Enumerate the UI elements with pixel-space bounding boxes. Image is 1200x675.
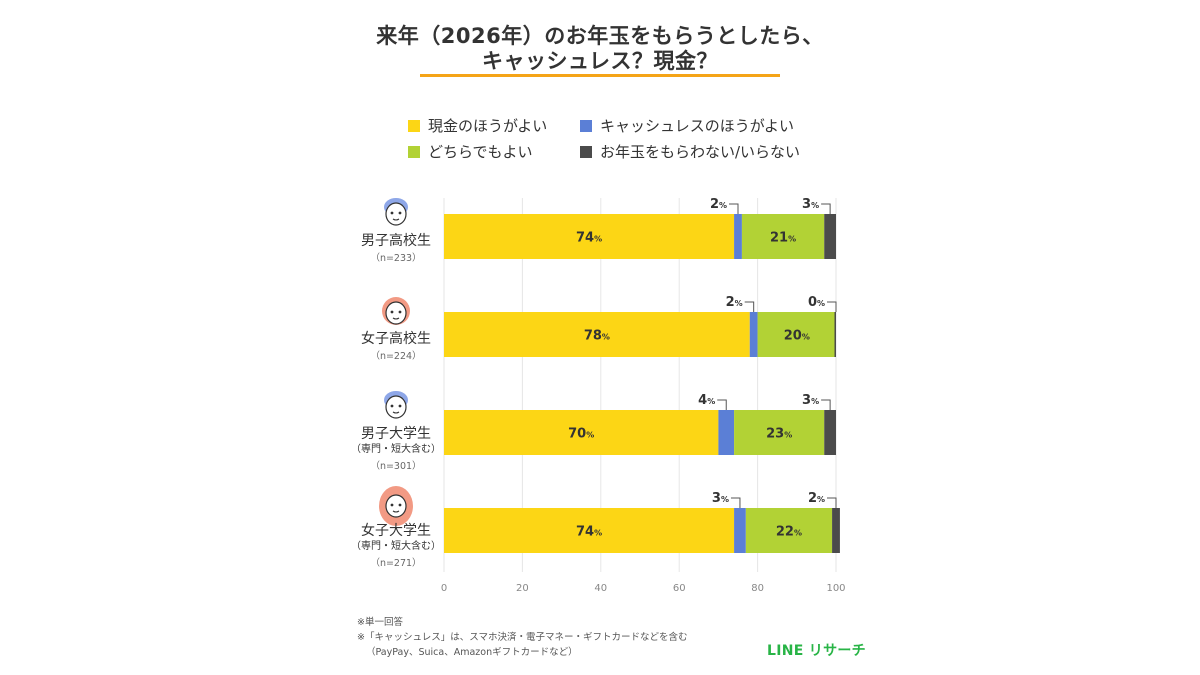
- legend-label: お年玉をもらわない/いらない: [600, 143, 801, 161]
- brand-logo: LINE リサーチ: [767, 643, 866, 659]
- legend-label: キャッシュレスのほうがよい: [600, 117, 794, 135]
- bar-segment: [444, 410, 719, 455]
- category-sample-size: （n=224）: [370, 350, 421, 362]
- bar-segment: [741, 214, 825, 259]
- data-label-cash: 78%: [584, 329, 610, 344]
- data-label-cash: 70%: [568, 427, 594, 442]
- boy-icon: [384, 198, 408, 226]
- bar-segment: [745, 508, 833, 553]
- x-tick-label: 20: [516, 583, 529, 594]
- bar-segment: [832, 508, 840, 553]
- bar-segment-zero: [834, 312, 836, 357]
- category-label: 女子高校生: [361, 330, 431, 347]
- category-sample-size: （n=301）: [370, 460, 421, 472]
- x-tick-label: 100: [826, 583, 845, 594]
- data-label-either: 22%: [776, 525, 802, 540]
- girl-icon: [382, 297, 410, 325]
- data-label-cashless: 3%: [712, 491, 729, 506]
- chart-title-line1: 来年（2026年）のお年玉をもらうとしたら、: [376, 24, 824, 48]
- data-label-cashless: 2%: [726, 295, 743, 310]
- callout-line-none: [827, 497, 837, 508]
- callout-line-cashless: [744, 301, 755, 312]
- callout-line-none: [821, 203, 831, 214]
- data-label-none: 2%: [808, 491, 825, 506]
- bar-segment: [824, 214, 836, 259]
- data-label-cash: 74%: [576, 525, 602, 540]
- x-tick-label: 0: [441, 583, 447, 594]
- data-label-cash: 74%: [576, 231, 602, 246]
- bar-segment: [824, 410, 836, 455]
- bar-segment: [757, 312, 836, 357]
- legend-swatch: [408, 145, 420, 158]
- x-tick-label: 40: [594, 583, 607, 594]
- bar-segment: [734, 410, 825, 455]
- x-tick-label: 60: [673, 583, 686, 594]
- legend-swatch: [408, 119, 420, 132]
- legend-label: 現金のほうがよい: [428, 117, 548, 135]
- category-label: 男子大学生: [361, 426, 431, 442]
- legend-swatch: [580, 145, 592, 158]
- legend-swatch: [580, 119, 592, 132]
- callout-line-cashless: [729, 203, 739, 214]
- data-label-cashless: 2%: [710, 197, 727, 212]
- bar-segment: [734, 508, 746, 553]
- data-label-none: 0%: [808, 295, 825, 310]
- data-label-none: 3%: [802, 393, 819, 408]
- data-label-cashless: 4%: [698, 393, 715, 408]
- category-sublabel: （専門・短大含む）: [351, 442, 441, 455]
- bar-segment: [734, 214, 742, 259]
- callout-line-cashless: [717, 399, 727, 410]
- note-cashless-definition: ※「キャッシュレス」は、スマホ決済・電子マネー・ギフトカードなどを含む: [357, 632, 688, 643]
- data-label-none: 3%: [802, 197, 819, 212]
- category-sample-size: （n=233）: [370, 252, 421, 264]
- category-label: 女子大学生: [361, 522, 431, 539]
- callout-line-none: [821, 399, 831, 410]
- category-label: 男子高校生: [361, 232, 431, 249]
- callout-line-cashless: [730, 497, 741, 508]
- data-label-either: 23%: [766, 427, 792, 442]
- legend-label: どちらでもよい: [428, 143, 533, 161]
- category-sample-size: （n=271）: [370, 557, 421, 569]
- callout-line-none: [827, 301, 837, 312]
- x-tick-label: 80: [751, 583, 764, 594]
- bar-segment: [718, 410, 735, 455]
- young-man-icon: [384, 391, 408, 419]
- data-label-either: 21%: [770, 231, 796, 246]
- legend-item-3: どちらでもよい: [408, 141, 533, 162]
- legend-item-1: 現金のほうがよい: [408, 115, 547, 136]
- legend-item-2: キャッシュレスのほうがよい: [580, 115, 794, 136]
- bar-segment: [444, 312, 750, 357]
- bar-segment: [749, 312, 758, 357]
- data-label-either: 20%: [784, 329, 810, 344]
- bar-segment: [444, 508, 735, 553]
- legend-item-4: お年玉をもらわない/いらない: [580, 141, 800, 162]
- bar-segment: [444, 214, 735, 259]
- category-sublabel: （専門・短大含む）: [351, 539, 441, 552]
- note-cashless-examples: （PayPay、Suica、Amazonギフトカードなど）: [366, 647, 578, 658]
- chart-title-line2: キャッシュレス？現金？: [481, 49, 719, 73]
- title-underline: [420, 74, 780, 77]
- young-woman-icon: [379, 486, 413, 526]
- note-single-answer: ※単一回答: [357, 617, 403, 628]
